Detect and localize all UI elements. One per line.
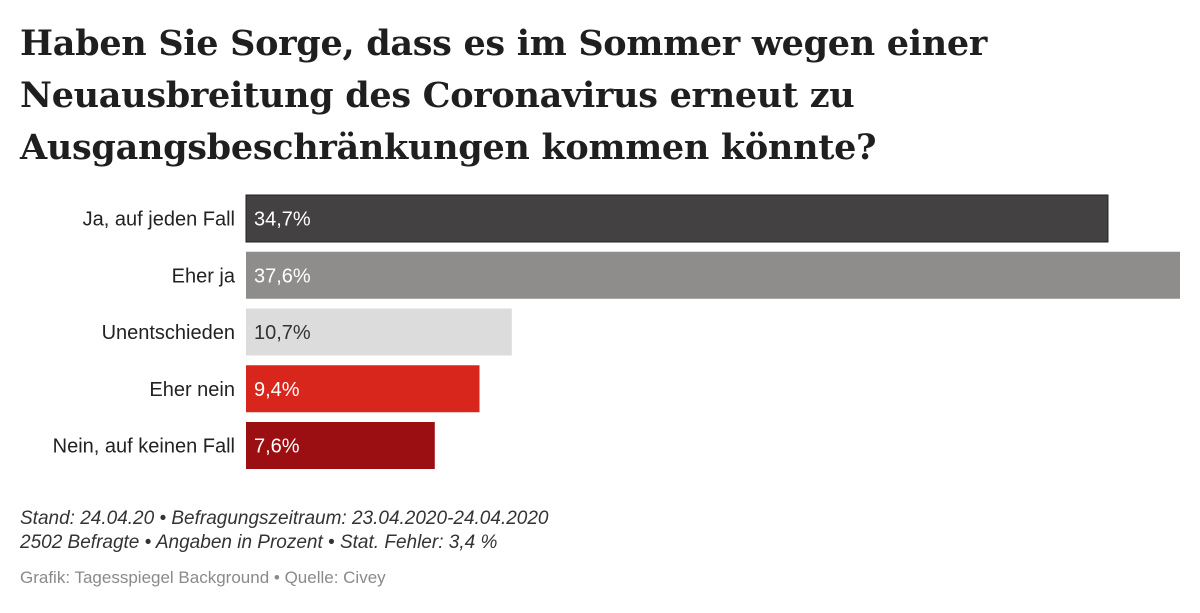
footer-date-note: Stand: 24.04.20 • Befragungszeitraum: 23… [20,508,549,529]
footer-credit: Grafik: Tagesspiegel Background • Quelle… [20,568,386,587]
chart-title-line: Haben Sie Sorge, dass es im Sommer wegen… [20,23,988,64]
category-label: Unentschieden [102,322,235,344]
bar-value-label: 9,4% [254,379,300,401]
bar [245,194,1109,243]
bar [246,365,480,413]
bar-value-label: 10,7% [254,322,311,344]
category-label: Ja, auf jeden Fall [83,209,235,231]
category-label: Nein, auf keinen Fall [53,436,235,458]
category-label: Eher ja [172,265,236,287]
bar [246,251,1180,299]
chart-title: Haben Sie Sorge, dass es im Sommer wegen… [20,18,1180,174]
bar-value-label: 37,6% [254,265,311,287]
chart-footer: Stand: 24.04.20 • Befragungszeitraum: 23… [20,507,1180,588]
bar-value-label: 7,6% [254,436,300,458]
bar [246,308,512,356]
chart-title-line: Neuausbreitung des Coronavirus erneut zu [20,75,855,116]
chart-title-line: Ausgangsbeschränkungen kommen könnte? [20,127,877,168]
category-label: Eher nein [149,379,235,401]
bar-value-label: 34,7% [254,209,311,231]
footer-sample-note: 2502 Befragte • Angaben in Prozent • Sta… [20,532,498,553]
bar [246,422,435,469]
